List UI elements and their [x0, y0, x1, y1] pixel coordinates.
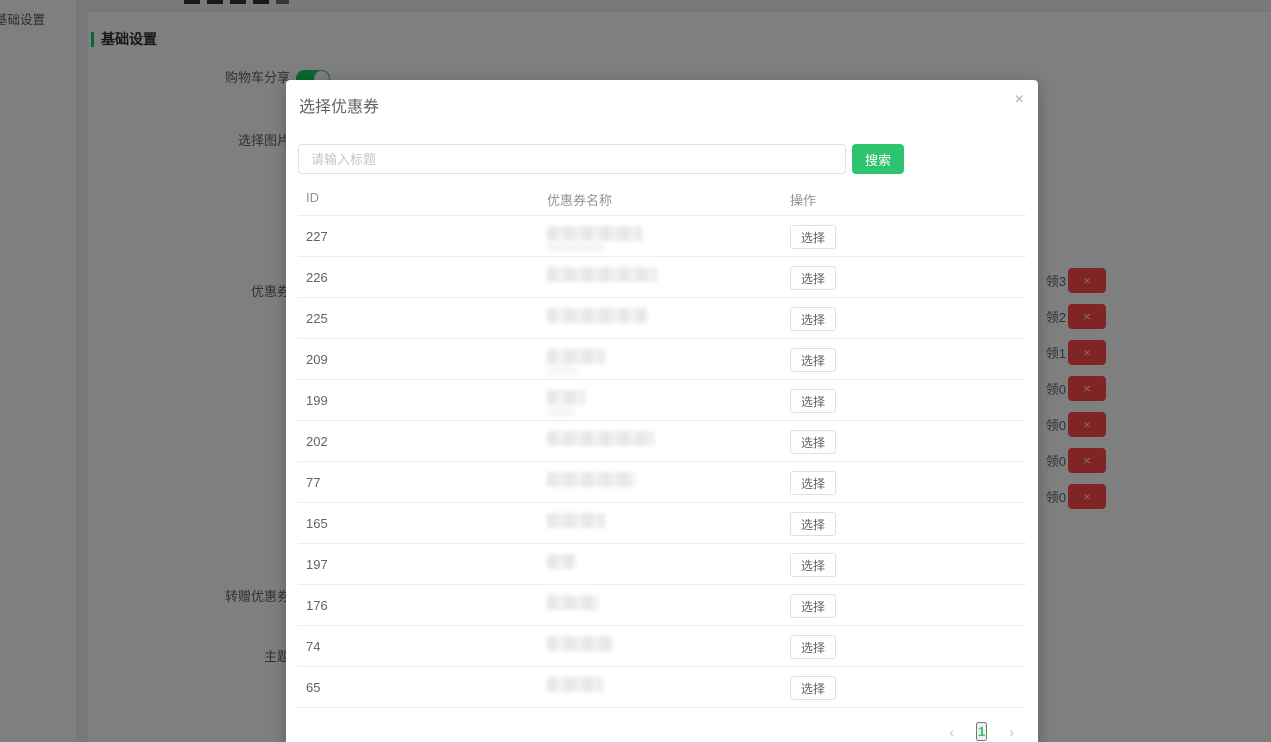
- select-button[interactable]: 选择: [790, 676, 837, 700]
- select-button[interactable]: 选择: [790, 553, 837, 577]
- coupon-select-modal: 选择优惠券 × 搜索 ID 优惠券名称 操作 227 选择 226: [286, 80, 1038, 742]
- table-row: 202 选择: [298, 421, 1026, 462]
- select-button[interactable]: 选择: [790, 389, 837, 413]
- table-row: 65 选择: [298, 667, 1026, 708]
- coupon-id: 199: [306, 393, 328, 408]
- select-button[interactable]: 选择: [790, 635, 837, 659]
- column-header-name: 优惠券名称: [547, 193, 613, 208]
- coupon-name-redacted: [547, 472, 635, 487]
- table-row: 226 选择: [298, 257, 1026, 298]
- column-header-action: 操作: [790, 193, 817, 208]
- search-button[interactable]: 搜索: [852, 144, 904, 174]
- table-row: 197 选择: [298, 544, 1026, 585]
- coupon-id: 77: [306, 475, 321, 490]
- prev-page-icon[interactable]: ‹: [949, 723, 954, 740]
- redaction-blur-line2: [547, 366, 577, 375]
- select-button[interactable]: 选择: [790, 348, 837, 372]
- coupon-id: 74: [306, 639, 321, 654]
- redaction-blur: [547, 308, 647, 323]
- coupon-name-redacted: [547, 431, 655, 446]
- coupon-id: 65: [306, 680, 321, 695]
- coupon-name-redacted: [547, 349, 605, 375]
- redaction-blur: [547, 595, 599, 610]
- table-row: 225 选择: [298, 298, 1026, 339]
- next-page-icon[interactable]: ›: [1009, 723, 1014, 740]
- table-row: 176 选择: [298, 585, 1026, 626]
- coupon-id: 209: [306, 352, 328, 367]
- coupon-name-redacted: [547, 554, 575, 569]
- redaction-blur: [547, 349, 605, 364]
- table-header: ID 优惠券名称 操作: [298, 180, 1026, 216]
- coupon-name-redacted: [547, 267, 657, 282]
- coupon-id: 227: [306, 229, 328, 244]
- search-row: 搜索: [298, 144, 1026, 174]
- select-button[interactable]: 选择: [790, 430, 837, 454]
- redaction-blur: [547, 267, 657, 282]
- coupon-name-redacted: [547, 390, 585, 416]
- column-header-id: ID: [306, 190, 319, 205]
- modal-header: 选择优惠券 ×: [286, 80, 1038, 128]
- table-row: 77 选择: [298, 462, 1026, 503]
- coupon-id: 202: [306, 434, 328, 449]
- coupon-id: 225: [306, 311, 328, 326]
- redaction-blur: [547, 390, 585, 405]
- redaction-blur: [547, 226, 642, 241]
- select-button[interactable]: 选择: [790, 594, 837, 618]
- page-number-current[interactable]: 1: [975, 722, 988, 741]
- redaction-blur: [547, 677, 603, 692]
- redaction-blur: [547, 513, 605, 528]
- select-button[interactable]: 选择: [790, 307, 837, 331]
- redaction-blur-line2: [547, 243, 605, 252]
- coupon-name-redacted: [547, 595, 599, 610]
- pagination: ‹ 1 ›: [949, 722, 1014, 741]
- select-button[interactable]: 选择: [790, 512, 837, 536]
- table-row: 199 选择: [298, 380, 1026, 421]
- table-row: 209 选择: [298, 339, 1026, 380]
- table-row: 227 选择: [298, 216, 1026, 257]
- redaction-blur: [547, 431, 655, 446]
- select-button[interactable]: 选择: [790, 471, 837, 495]
- search-input[interactable]: [298, 144, 846, 174]
- coupon-id: 226: [306, 270, 328, 285]
- select-button[interactable]: 选择: [790, 266, 837, 290]
- table-row: 74 选择: [298, 626, 1026, 667]
- coupon-id: 176: [306, 598, 328, 613]
- coupon-name-redacted: [547, 636, 613, 651]
- coupon-name-redacted: [547, 677, 603, 692]
- coupon-id: 197: [306, 557, 328, 572]
- redaction-blur: [547, 636, 613, 651]
- coupon-table: ID 优惠券名称 操作 227 选择 226 选择 225: [298, 180, 1026, 708]
- close-icon[interactable]: ×: [1014, 91, 1024, 108]
- coupon-name-redacted: [547, 308, 647, 323]
- modal-title: 选择优惠券: [299, 99, 380, 116]
- redaction-blur-line2: [547, 407, 575, 416]
- table-row: 165 选择: [298, 503, 1026, 544]
- table-body: 227 选择 226 选择 225 选择 209: [298, 216, 1026, 708]
- coupon-name-redacted: [547, 513, 605, 528]
- select-button[interactable]: 选择: [790, 225, 837, 249]
- coupon-name-redacted: [547, 226, 642, 252]
- coupon-id: 165: [306, 516, 328, 531]
- redaction-blur: [547, 554, 575, 569]
- redaction-blur: [547, 472, 635, 487]
